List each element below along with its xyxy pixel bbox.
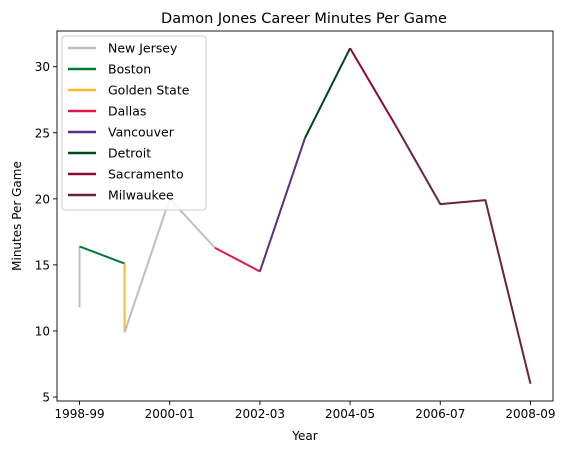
x-tick-label: 2000-01 xyxy=(145,407,195,421)
legend-box xyxy=(61,35,207,211)
series-line-8 xyxy=(394,124,532,385)
x-tick-label: 2002-03 xyxy=(235,407,285,421)
plot-frame xyxy=(56,30,554,402)
legend-label: Golden State xyxy=(108,83,190,98)
series-line-5 xyxy=(258,137,306,272)
legend-label: Milwaukee xyxy=(108,188,174,203)
legend-label: Sacramento xyxy=(108,167,184,182)
series-layer xyxy=(78,47,532,385)
legend-label: Detroit xyxy=(108,146,151,161)
y-tick-label: 10 xyxy=(35,324,50,338)
y-tick-label: 5 xyxy=(42,391,50,405)
legend-label: Dallas xyxy=(108,104,146,119)
y-tick-label: 30 xyxy=(35,60,50,74)
x-tick-label: 2004-05 xyxy=(325,407,375,421)
series-line-7 xyxy=(349,47,397,126)
legend-label: Vancouver xyxy=(108,125,175,140)
chart-title: Damon Jones Career Minutes Per Game xyxy=(161,11,447,27)
y-tick-label: 15 xyxy=(35,258,50,272)
legend-label: Boston xyxy=(108,62,151,77)
axis-layer: 1998-99 2000-01 2002-03 2004-05 2006-07 2008-… xyxy=(35,60,556,421)
y-axis-label: Minutes Per Game xyxy=(10,161,24,271)
x-tick-label: 1998-99 xyxy=(54,407,104,421)
legend: New Jersey Boston Golden State Dallas Vancou… xyxy=(61,35,207,211)
y-tick-label: 25 xyxy=(35,126,50,140)
series-line-6 xyxy=(304,47,351,139)
legend-label: New Jersey xyxy=(108,41,178,56)
x-tick-label: 2008-09 xyxy=(505,407,555,421)
y-tick-label: 20 xyxy=(35,192,50,206)
x-tick-label: 2006-07 xyxy=(415,407,465,421)
x-axis-label: Year xyxy=(291,429,317,443)
series-line-4 xyxy=(214,246,261,273)
series-line-1 xyxy=(79,245,125,265)
